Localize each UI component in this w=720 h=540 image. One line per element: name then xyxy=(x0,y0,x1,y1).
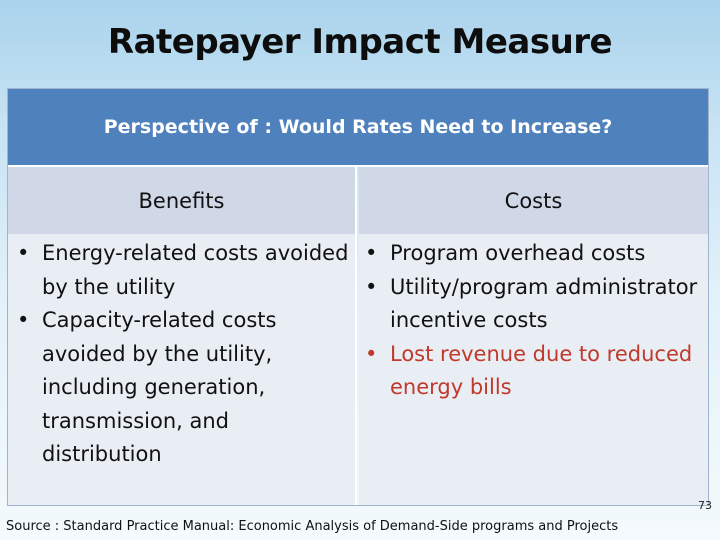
benefit-item: • Capacity-related costs avoided by the u… xyxy=(17,304,355,472)
bullet-icon: • xyxy=(17,241,30,265)
costs-column-heading: Costs xyxy=(359,167,708,234)
bullet-icon: • xyxy=(365,274,378,299)
cost-item-highlighted: • Lost revenue due to reduced energy bill… xyxy=(365,338,708,405)
table-header: Perspective of : Would Rates Need to Inc… xyxy=(8,89,708,167)
benefit-item: • Energy-related costs avoided by the uti… xyxy=(17,237,355,304)
bullet-icon: • xyxy=(365,341,378,366)
benefits-column-heading: Benefits xyxy=(8,167,357,234)
bullet-icon: • xyxy=(17,308,30,332)
cost-item: • Utility/program administrator incentive… xyxy=(365,271,708,338)
costs-list: • Program overhead costs • Utility/program… xyxy=(365,237,708,405)
benefits-column: • Energy-related costs avoided by the uti… xyxy=(8,234,357,505)
table-header-text: Perspective of : Would Rates Need to Inc… xyxy=(103,116,613,138)
comparison-table: Perspective of : Would Rates Need to Inc… xyxy=(7,88,709,506)
benefits-list: • Energy-related costs avoided by the uti… xyxy=(17,237,355,472)
slide-title: Ratepayer Impact Measure xyxy=(107,22,613,62)
costs-column: • Program overhead costs • Utility/program… xyxy=(359,234,708,505)
bullet-icon: • xyxy=(365,241,378,265)
page-number: 73 xyxy=(698,499,712,512)
cost-item: • Program overhead costs xyxy=(365,237,708,271)
source-citation: Source : Standard Practice Manual: Econo… xyxy=(6,519,619,534)
